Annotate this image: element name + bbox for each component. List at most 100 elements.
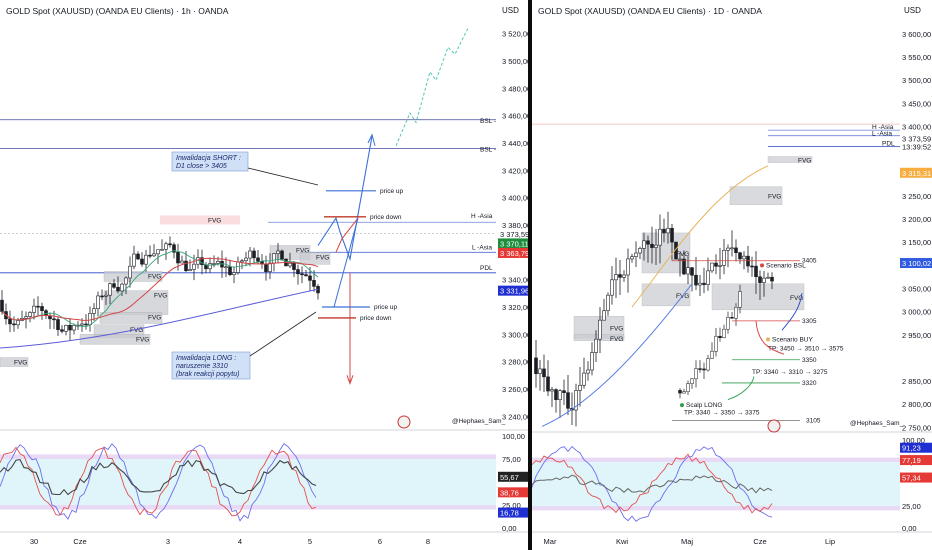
right-osc-tag-blue: 91,23	[902, 444, 921, 453]
right-h-asia-label: H -Asia	[872, 124, 894, 131]
right-chart-pane[interactable]: 3 600,00 3 550,00 3 500,00 3 450,00 3 400,00…	[532, 0, 932, 550]
projection-up-path	[317, 136, 373, 262]
candle-body	[16, 320, 20, 326]
candle-body	[264, 263, 268, 272]
candle-body	[550, 389, 554, 392]
candle-body	[60, 329, 64, 332]
left-chart-canvas[interactable]: 3 520,003 500,003 480,003 460,003 440,00…	[0, 0, 528, 550]
candle-body	[64, 324, 68, 332]
osc-tick-label: 75,00	[502, 455, 521, 464]
ma-blue-line	[541, 283, 693, 427]
right-last-price-label: 3 373,59	[902, 135, 931, 144]
long-invalidation-text: Inwalidacja LONG :	[176, 355, 236, 362]
candle-body	[216, 261, 220, 264]
candle-body	[598, 319, 602, 340]
long-invalidation-text: naruszenie 3310	[176, 363, 228, 370]
candle-body	[682, 258, 686, 275]
candle-body	[642, 240, 646, 249]
candle-body	[610, 279, 614, 296]
h-asia-label: H -Asia	[471, 213, 493, 220]
candle-body	[156, 249, 160, 255]
candle-body	[638, 248, 642, 254]
projected-candle-body	[682, 391, 686, 394]
candle-body	[594, 338, 598, 353]
candle-body	[104, 294, 108, 297]
candle-body	[252, 250, 256, 259]
osc-tick-label: 25,00	[502, 501, 521, 510]
candle-body	[734, 247, 738, 254]
projected-candle-body	[734, 307, 738, 319]
pdl-label: PDL	[480, 265, 493, 272]
pane-divider[interactable]	[528, 0, 532, 550]
projected-candle-body	[722, 328, 726, 338]
osc-oversold-band	[0, 505, 496, 510]
left-currency-label[interactable]: USD	[502, 6, 519, 15]
candle-body	[658, 228, 662, 246]
candle-body	[670, 227, 674, 243]
projected-candle-body	[718, 335, 722, 338]
osc-tick-label: 100,00	[502, 432, 525, 441]
candle-body	[56, 319, 60, 331]
candle-body	[188, 269, 192, 272]
lvl-3105-label: 3105	[806, 417, 821, 424]
candle-body	[738, 252, 742, 260]
left-y-tick-label: 3 500,00	[502, 57, 528, 66]
right-currency-label[interactable]: USD	[904, 6, 921, 15]
candle-body	[40, 306, 44, 311]
projection-up-arrowhead	[367, 133, 376, 146]
ma-red-line	[1, 257, 319, 322]
bsl-bottom-label: BSL -	[480, 146, 496, 153]
candle-body	[164, 243, 168, 250]
left-chart-title: GOLD Spot (XAUUSD) (OANDA EU Clients) · …	[6, 6, 229, 16]
osc-overbought-band	[0, 454, 496, 459]
short-invalidation-text: D1 close > 3405	[176, 163, 227, 170]
osc-tag-gray-bg	[498, 471, 528, 482]
fvg-label: FVG	[790, 295, 803, 302]
projected-candle-body	[738, 291, 742, 308]
projected-candle-body	[690, 378, 694, 384]
candle-body	[706, 270, 710, 285]
candle-body	[586, 369, 590, 374]
osc-tag-red-bg	[498, 487, 528, 498]
left-y-tick-label: 3 260,00	[502, 385, 528, 394]
left-price-axis	[496, 0, 528, 550]
right-y-tick-label: 2 800,00	[902, 400, 931, 409]
fvg-label: FVG	[768, 194, 781, 201]
candle-body	[152, 253, 156, 257]
fvg-box	[711, 283, 805, 311]
right-x-tick-label: Cze	[753, 537, 766, 546]
right-y-tick-label: 3 250,00	[902, 192, 931, 201]
candle-body	[160, 248, 164, 251]
short-invalidation-pointer	[247, 167, 319, 186]
right-y-tick-label: 2 850,00	[902, 377, 931, 386]
candle-body	[224, 266, 228, 269]
right-y-tick-label: 3 450,00	[902, 99, 931, 108]
candle-body	[68, 324, 72, 331]
left-y-tick-label: 3 240,00	[502, 412, 528, 421]
candle-body	[292, 262, 296, 270]
osc-tag-red: 38,76	[500, 488, 519, 497]
left-x-tick-label: 5	[308, 537, 312, 546]
candle-body	[602, 310, 606, 321]
candle-body	[12, 323, 16, 326]
right-osc-tick-label: 25,00	[902, 502, 921, 511]
candle-body	[124, 277, 128, 285]
lvl-3320-label: 3320	[802, 380, 817, 387]
right-chart-canvas[interactable]: 3 600,00 3 550,00 3 500,00 3 450,00 3 400,00…	[532, 0, 932, 550]
right-y-tick-label: 3 150,00	[902, 238, 931, 247]
right-osc-overbought-band	[532, 457, 900, 462]
candle-body	[650, 243, 654, 248]
left-chart-pane[interactable]: 3 520,003 500,003 480,003 460,003 440,00…	[0, 0, 528, 550]
right-countdown-label: 13:39:52	[902, 143, 931, 152]
candle-body	[304, 274, 308, 277]
left-y-tick-label: 3 340,00	[502, 276, 528, 285]
candle-body	[726, 247, 730, 251]
left-y-tick-label: 3 320,00	[502, 303, 528, 312]
candle-body	[256, 257, 260, 262]
left-watermark: @Hephaes_Sam_	[452, 418, 506, 425]
candle-body	[750, 265, 754, 268]
long-invalidation-text: (brak reakcji popytu)	[176, 371, 239, 378]
candle-body	[622, 274, 626, 278]
candle-body	[148, 254, 152, 257]
